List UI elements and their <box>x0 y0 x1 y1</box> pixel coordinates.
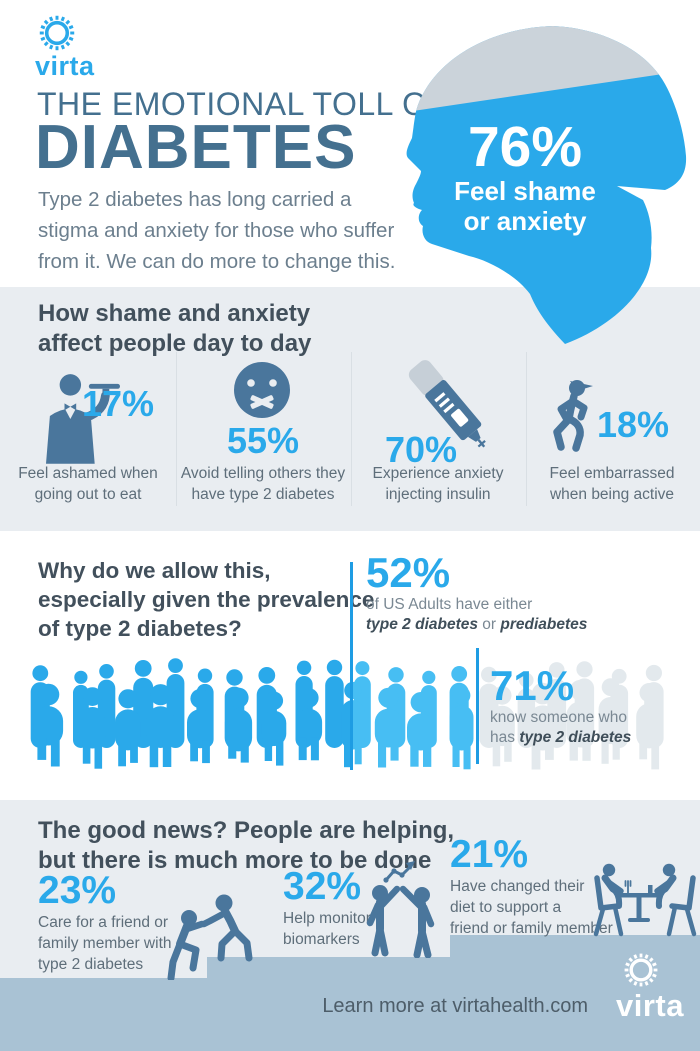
stat-label-line: injecting insulin <box>385 486 491 503</box>
stat-71: 71% know someone who has type 2 diabetes <box>490 664 631 748</box>
stat-label-line: family member with <box>38 935 172 952</box>
stat-divider-line <box>350 562 353 770</box>
intro-line: stigma and anxiety for those who suffer <box>38 219 395 242</box>
heading-line: but there is much more to be done <box>38 847 432 874</box>
stat-value: 52% <box>366 549 451 596</box>
head-blue-shape <box>406 26 687 344</box>
waiter-tray-icon <box>46 374 120 464</box>
stat-52: 52% of US Adults have either type 2 diab… <box>366 551 587 635</box>
stat-label-line: Experience anxiety <box>372 465 504 482</box>
stat-value: 23% <box>38 869 117 912</box>
stat-value: 70% <box>385 429 458 470</box>
stat-value: 17% <box>82 383 155 424</box>
heading-line: affect people day to day <box>38 330 312 357</box>
stat-label-line: Feel ashamed when <box>18 465 158 482</box>
title-line-2: DIABETES <box>35 113 357 182</box>
stat-label-line: going out to eat <box>34 486 142 503</box>
heading-line: The good news? People are helping, <box>38 817 455 844</box>
virta-wordmark: virta <box>35 51 95 81</box>
stat-32: 32% Help monitor biomarkers <box>283 866 371 950</box>
stat-23: 23% Care for a friend or family member w… <box>38 870 172 975</box>
stat-value: 21% <box>450 833 529 876</box>
stat-label-line: have type 2 diabetes <box>191 486 335 503</box>
head-stat-value: 76% <box>467 115 583 179</box>
intro-line: from it. We can do more to change this. <box>38 250 396 273</box>
stat-label-line: when being active <box>549 486 675 503</box>
title-line-1: THE EMOTIONAL TOLL OF <box>37 86 448 122</box>
stat-label-line: type 2 diabetes <box>38 956 144 973</box>
high-five-chart-icon <box>366 861 435 958</box>
stat-label-line: Feel embarrassed <box>549 465 675 482</box>
column-divider <box>526 352 527 506</box>
virta-footer-wordmark: virta <box>616 988 684 1023</box>
intro-paragraph: Type 2 diabetes has long carried a stigm… <box>38 184 395 277</box>
stat-label: Feel ashamed when going out to eat <box>4 463 172 505</box>
stat-label: Avoid telling others they have type 2 di… <box>179 463 347 505</box>
helping-up-icon <box>167 894 253 980</box>
intro-line: Type 2 diabetes has long carried a <box>38 188 352 211</box>
virta-footer-gear-icon <box>624 953 658 987</box>
stat-sub-line: type 2 diabetes or prediabetes <box>366 616 588 633</box>
stair-step <box>450 935 700 1051</box>
stat-value: 71% <box>490 662 575 709</box>
stat-value: 18% <box>597 404 670 445</box>
virta-logo-gear-icon <box>39 15 75 51</box>
dining-together-icon <box>593 863 697 937</box>
stat-label: Have changed their diet to support a fri… <box>450 876 613 939</box>
stat-sub-line: has type 2 diabetes <box>490 729 632 746</box>
stat-label: Care for a friend or family member with … <box>38 912 172 975</box>
stat-label: Feel embarrassed when being active <box>528 463 696 505</box>
stat-label-line: friend or family member <box>450 920 613 937</box>
stat-21: 21% Have changed their diet to support a… <box>450 834 613 939</box>
stat-label-line: diet to support a <box>450 899 562 916</box>
good-news-heading: The good news? People are helping, but t… <box>38 816 454 876</box>
heading-line: especially given the prevalence <box>38 587 375 612</box>
prevalence-heading: Why do we allow this, especially given t… <box>38 556 374 643</box>
stat-divider-line <box>476 648 479 764</box>
heading-line: Why do we allow this, <box>38 558 271 583</box>
stat-label-line: Care for a friend or <box>38 914 169 931</box>
stat-sub-line: of US Adults have either <box>366 596 533 613</box>
sealed-mouth-face-icon <box>234 362 290 418</box>
stat-label-line: Avoid telling others they <box>180 465 346 482</box>
heading-line: How shame and anxiety <box>38 300 311 327</box>
footer-link[interactable]: Learn more at virtahealth.com <box>322 995 588 1017</box>
stat-label: Experience anxiety injecting insulin <box>354 463 522 505</box>
head-silhouette-icon <box>406 26 687 344</box>
head-stat: 76% Feel shame or anxiety <box>435 118 615 236</box>
stat-value: 32% <box>283 865 362 908</box>
stat-sub-line: know someone who <box>490 709 627 726</box>
heading-line: of type 2 diabetes? <box>38 616 242 641</box>
column-divider <box>176 352 177 506</box>
stat-value: 55% <box>226 420 300 461</box>
stat-label-line: Help monitor <box>283 910 371 927</box>
column-divider <box>351 352 352 506</box>
stat-label: Help monitor biomarkers <box>283 908 371 950</box>
stat-label-line: biomarkers <box>283 931 360 948</box>
stat-label-line: Have changed their <box>450 878 585 895</box>
running-person-icon <box>553 380 593 452</box>
day-to-day-heading: How shame and anxiety affect people day … <box>38 299 311 359</box>
head-stat-label: or anxiety <box>463 206 587 236</box>
head-stat-label: Feel shame <box>454 176 596 206</box>
insulin-pen-icon <box>408 360 486 448</box>
